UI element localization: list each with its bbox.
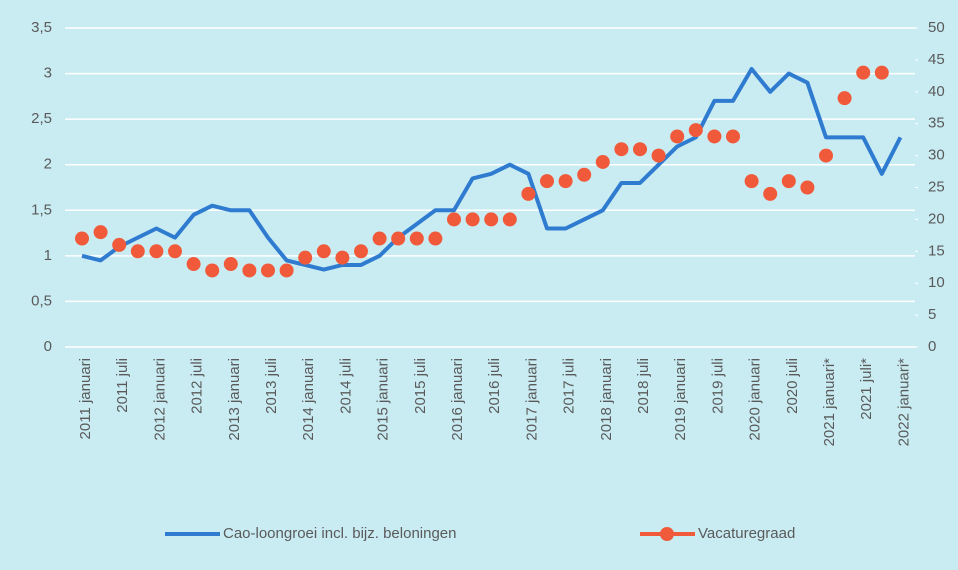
x-tick-label: 2019 januari: [672, 358, 689, 441]
dot: [391, 231, 406, 246]
dot: [186, 257, 201, 272]
y2-tick-label: 50: [928, 19, 945, 36]
x-tick-label: 2017 januari: [523, 358, 540, 441]
x-tick-label: 2016 juli: [486, 358, 503, 414]
y-tick-label: 1: [44, 247, 52, 264]
dot: [93, 225, 108, 240]
y-tick-label: 3,5: [31, 19, 52, 36]
dot: [149, 244, 164, 259]
dot: [819, 148, 833, 163]
dot: [130, 244, 145, 259]
dot: [633, 142, 647, 157]
y-tick-label: 0,5: [31, 292, 52, 309]
dot: [856, 65, 871, 80]
legend-label: Vacaturegraad: [698, 525, 795, 542]
x-tick-label: 2014 januari: [300, 358, 317, 441]
dot: [614, 142, 629, 157]
dot: [409, 231, 424, 246]
dot: [223, 257, 238, 272]
dot: [521, 186, 536, 201]
x-tick-label: 2018 januari: [598, 358, 615, 441]
dot: [502, 212, 517, 227]
x-tick-label: 2012 juli: [189, 358, 206, 414]
x-tick-label: 2013 juli: [263, 358, 280, 414]
x-tick-label: 2017 juli: [561, 358, 578, 414]
dot: [595, 154, 610, 169]
y2-tick-label: 25: [928, 178, 945, 195]
dot: [261, 263, 275, 278]
x-tick-label: 2015 januari: [375, 358, 392, 441]
x-tick-label: 2013 januari: [226, 358, 243, 441]
dot: [316, 244, 331, 259]
x-tick-label: 2016 januari: [449, 358, 466, 441]
legend-swatch: [660, 527, 674, 541]
y-tick-label: 3: [44, 65, 52, 82]
line-series: [81, 67, 903, 272]
y-tick-label: 2: [44, 156, 52, 173]
y2-tick-label: 35: [928, 115, 945, 132]
x-tick-label: 2018 juli: [635, 358, 652, 414]
dot: [837, 91, 852, 106]
y2-tick-label: 40: [928, 83, 945, 100]
dot: [540, 174, 554, 189]
dot: [688, 123, 703, 138]
dot: [335, 250, 350, 265]
dot: [800, 180, 815, 195]
x-tick-label: 2011 januari: [77, 358, 94, 439]
dot: [447, 212, 461, 227]
dot: [168, 244, 182, 259]
x-tick-label: 2020 juli: [784, 358, 801, 414]
x-tick-label: 2020 januari: [747, 358, 764, 441]
dot: [112, 237, 127, 252]
dot: [763, 186, 778, 201]
dot: [354, 244, 368, 259]
x-tick-label: 2015 juli: [412, 358, 429, 414]
dot: [205, 263, 220, 278]
dot: [428, 231, 443, 246]
x-tick-label: 2022 januari*: [895, 358, 912, 447]
y-tick-label: 1,5: [31, 201, 52, 218]
dot: [298, 250, 313, 265]
y2-tick-label: 30: [928, 147, 945, 164]
dot: [707, 129, 722, 144]
dot: [726, 129, 740, 144]
y2-tick-label: 45: [928, 51, 945, 68]
y2-tick-label: 0: [928, 338, 936, 355]
y2-tick-label: 15: [928, 242, 945, 259]
dot: [465, 212, 480, 227]
x-tick-label: 2012 januari: [151, 358, 168, 441]
dot: [242, 263, 257, 278]
dot: [372, 231, 387, 246]
dot: [577, 167, 592, 182]
y-tick-label: 2,5: [31, 110, 52, 127]
x-tick-label: 2014 juli: [337, 358, 354, 414]
dot: [874, 65, 889, 80]
x-tick-label: 2019 juli: [709, 358, 726, 414]
dot: [279, 263, 294, 278]
y2-tick-label: 10: [928, 274, 945, 291]
x-tick-label: 2021 januari*: [821, 358, 838, 447]
y2-tick-label: 5: [928, 306, 936, 323]
dot: [484, 212, 499, 227]
x-tick-label: 2021 juli*: [858, 358, 875, 420]
dot: [651, 148, 666, 163]
dot: [75, 231, 89, 246]
x-tick-label: 2011 juli: [114, 358, 131, 413]
dot: [670, 129, 685, 144]
dot: [781, 174, 796, 189]
y-tick-label: 0: [44, 338, 52, 355]
dot: [744, 174, 759, 189]
y2-tick-label: 20: [928, 210, 945, 227]
dot: [558, 174, 573, 189]
legend-label: Cao-loongroei incl. bijz. beloningen: [223, 525, 456, 542]
